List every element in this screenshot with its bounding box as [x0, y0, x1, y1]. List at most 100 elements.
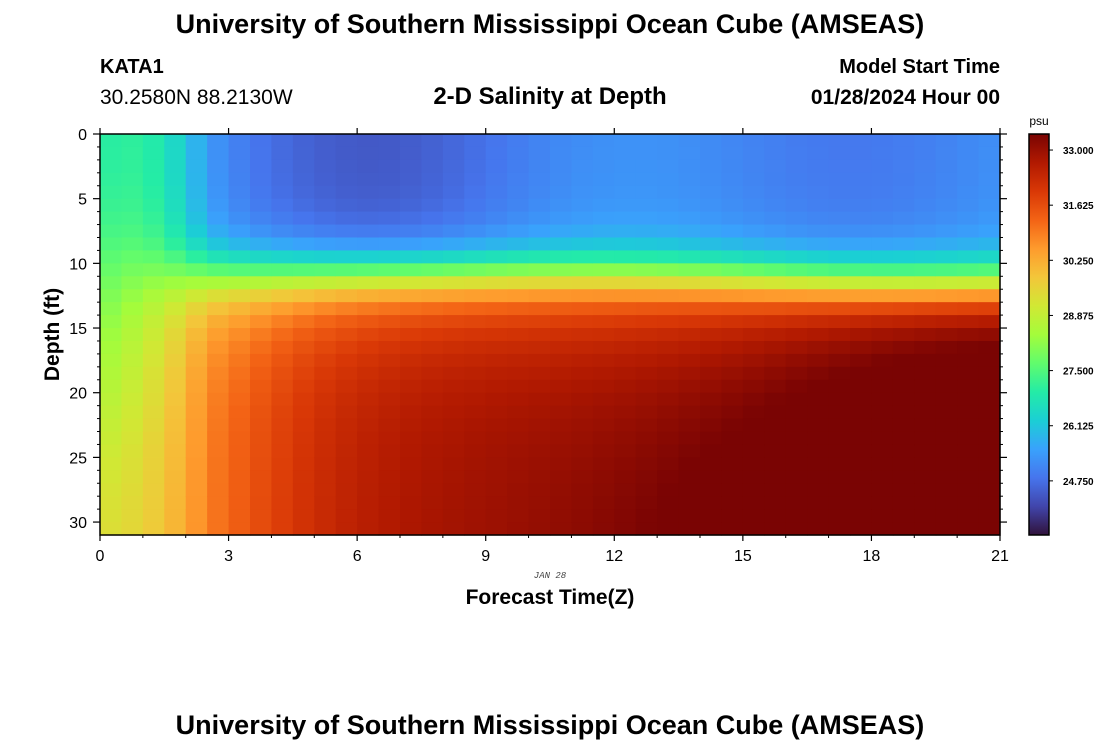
heatmap-cell	[892, 185, 915, 200]
heatmap-cell	[764, 509, 787, 523]
heatmap-cell	[657, 431, 680, 446]
heatmap-cell	[764, 185, 787, 200]
heatmap-cell	[785, 302, 808, 316]
heatmap-cell	[871, 198, 894, 213]
heatmap-cell	[785, 134, 808, 148]
heatmap-cell	[314, 224, 337, 239]
heatmap-cell	[721, 146, 744, 161]
y-tick-label: 30	[69, 515, 87, 532]
heatmap-cell	[850, 224, 873, 239]
heatmap-cell	[678, 366, 701, 381]
heatmap-cell	[635, 315, 658, 329]
heatmap-cell	[207, 366, 230, 381]
heatmap-cell	[528, 159, 551, 174]
heatmap-cell	[935, 224, 958, 239]
heatmap-cell	[700, 392, 723, 407]
heatmap-cell	[700, 340, 723, 355]
heatmap-cell	[464, 159, 487, 174]
heatmap-cell	[914, 172, 937, 187]
heatmap-cell	[657, 302, 680, 316]
heatmap-cell	[550, 418, 573, 433]
heatmap-cell	[785, 263, 808, 277]
heatmap-cell	[550, 366, 573, 381]
heatmap-cell	[228, 431, 251, 446]
heatmap-cell	[550, 276, 573, 290]
heatmap-cell	[164, 353, 187, 368]
heatmap-cell	[721, 276, 744, 290]
heatmap-cell	[400, 522, 423, 536]
heatmap-cell	[678, 379, 701, 394]
heatmap-cell	[657, 483, 680, 497]
heatmap-cell	[850, 302, 873, 316]
heatmap-cell	[314, 379, 337, 394]
heatmap-cell	[142, 198, 165, 213]
heatmap-cell	[464, 457, 487, 471]
heatmap-cell	[271, 250, 294, 264]
heatmap-cell	[721, 483, 744, 497]
colorbar-ticks: 33.000 31.625 30.250 28.875 27.500 26.125 24.7…	[1049, 146, 1094, 488]
heatmap-cell	[614, 237, 637, 252]
heatmap-cell	[121, 159, 144, 174]
heatmap-cell	[764, 211, 787, 226]
heatmap-cell	[700, 159, 723, 174]
heatmap-cell	[421, 379, 444, 394]
heatmap-cell	[121, 509, 144, 523]
heatmap-cell	[700, 522, 723, 536]
heatmap-cell	[785, 444, 808, 458]
heatmap-cell	[207, 457, 230, 471]
heatmap-cell	[592, 405, 615, 420]
heatmap-cell	[764, 276, 787, 290]
heatmap-cell	[957, 198, 980, 213]
heatmap-cell	[292, 276, 315, 290]
heatmap-cell	[292, 457, 315, 471]
heatmap-cell	[635, 418, 658, 433]
heatmap-cell	[121, 405, 144, 420]
heatmap-cell	[357, 263, 380, 277]
heatmap-cell	[121, 366, 144, 381]
heatmap-cell	[935, 237, 958, 252]
heatmap-cell	[228, 483, 251, 497]
heatmap-cell	[100, 159, 123, 174]
heatmap-cell	[785, 172, 808, 187]
heatmap-cell	[550, 263, 573, 277]
heatmap-cell	[914, 353, 937, 368]
heatmap-cell	[614, 379, 637, 394]
heatmap-cell	[871, 353, 894, 368]
heatmap-cell	[335, 340, 358, 355]
heatmap-cell	[421, 289, 444, 303]
heatmap-cell	[678, 250, 701, 264]
heatmap-cell	[528, 250, 551, 264]
heatmap-cell	[550, 289, 573, 303]
heatmap-cell	[100, 302, 123, 316]
heatmap-cell	[850, 146, 873, 161]
heatmap-cell	[678, 340, 701, 355]
heatmap-cell	[657, 457, 680, 471]
heatmap-cell	[335, 444, 358, 458]
heatmap-cell	[957, 483, 980, 497]
heatmap-cell	[464, 340, 487, 355]
heatmap-cell	[121, 237, 144, 252]
heatmap-cell	[592, 302, 615, 316]
heatmap-cell	[292, 237, 315, 252]
heatmap-cell	[785, 509, 808, 523]
heatmap-cell	[978, 340, 1001, 355]
heatmap-cell	[314, 276, 337, 290]
heatmap-cell	[742, 483, 765, 497]
heatmap-cell	[957, 405, 980, 420]
heatmap-cell	[657, 224, 680, 239]
heatmap-cell	[678, 315, 701, 329]
heatmap-cell	[185, 470, 208, 484]
heatmap-cell	[121, 483, 144, 497]
heatmap-cell	[700, 211, 723, 226]
heatmap-cell	[871, 366, 894, 381]
heatmap-cell	[828, 405, 851, 420]
heatmap-cell	[378, 522, 401, 536]
heatmap-cell	[742, 159, 765, 174]
heatmap-cell	[742, 237, 765, 252]
heatmap-cell	[378, 172, 401, 187]
heatmap-cell	[742, 431, 765, 446]
heatmap-cell	[807, 366, 830, 381]
heatmap-cell	[700, 315, 723, 329]
heatmap-cell	[978, 431, 1001, 446]
heatmap-cell	[850, 522, 873, 536]
